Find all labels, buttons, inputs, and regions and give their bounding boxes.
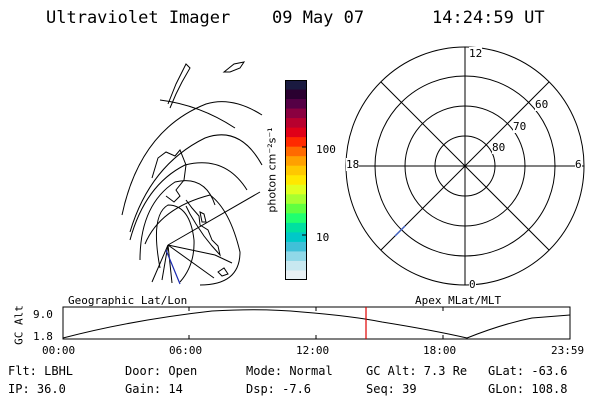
mlt-18-label: 18 bbox=[346, 158, 360, 171]
map-gridlines bbox=[121, 99, 263, 286]
info-ip: IP: 36.0 bbox=[8, 382, 66, 396]
altitude-curve bbox=[62, 309, 571, 339]
info-dsp: Dsp: -7.6 bbox=[246, 382, 312, 396]
alt-plot-xtick-0: 00:00 bbox=[42, 344, 76, 357]
colorbar-stripe bbox=[285, 175, 307, 186]
altitude-plot-ticks bbox=[188, 307, 444, 339]
colorbar-stripe bbox=[285, 203, 307, 214]
colorbar-stripe bbox=[285, 146, 307, 157]
polar-highlight-mark bbox=[394, 225, 406, 237]
alt-plot-xtick-1: 06:00 bbox=[169, 344, 203, 357]
polar-plot-label: Apex MLat/MLT bbox=[415, 294, 502, 307]
colorbar-stripe bbox=[285, 213, 307, 224]
colorbar-stripe bbox=[285, 165, 307, 176]
colorbar-unit-label: photon cm⁻²s⁻¹ bbox=[265, 127, 279, 213]
colorbar-stripe bbox=[285, 184, 307, 195]
info-gain: Gain: 14 bbox=[125, 382, 183, 396]
info-seq: Seq: 39 bbox=[366, 382, 417, 396]
coastlines bbox=[151, 61, 246, 277]
colorbar-tick-100: 100 bbox=[316, 143, 336, 156]
geographic-map-label: Geographic Lat/Lon bbox=[68, 294, 188, 307]
mlt-12-label: 12 bbox=[469, 47, 483, 60]
time-label: 14:24:59 UT bbox=[432, 8, 545, 28]
colorbar-stripe bbox=[285, 127, 307, 138]
instrument-title: Ultraviolet Imager bbox=[46, 8, 231, 28]
altitude-plot bbox=[62, 306, 571, 340]
alt-plot-xtick-3: 18:00 bbox=[423, 344, 457, 357]
colorbar-stripe bbox=[285, 137, 307, 148]
colorbar-frame bbox=[285, 80, 307, 280]
alt-plot-xtick-2: 12:00 bbox=[296, 344, 330, 357]
info-gc-alt: GC Alt: 7.3 Re bbox=[366, 364, 468, 378]
colorbar-stripe bbox=[285, 241, 307, 253]
colorbar-stripe bbox=[285, 194, 307, 205]
mlat-70-label: 70 bbox=[513, 120, 527, 133]
colorbar-stripe bbox=[285, 232, 307, 243]
colorbar-stripe bbox=[285, 156, 307, 167]
alt-plot-xtick-4: 23:59 bbox=[551, 344, 585, 357]
info-filter: Flt: LBHL bbox=[8, 364, 74, 378]
mlt-6-label: 6 bbox=[575, 158, 582, 171]
altitude-plot-frame bbox=[62, 306, 571, 340]
polar-diagonal-2 bbox=[380, 81, 550, 251]
colorbar-stripe bbox=[285, 118, 307, 129]
mlt-0-label: 0 bbox=[469, 278, 476, 291]
info-mode: Mode: Normal bbox=[246, 364, 333, 378]
satellite-track bbox=[165, 249, 181, 285]
colorbar-stripe bbox=[285, 80, 307, 91]
colorbar-stripe bbox=[285, 222, 307, 233]
colorbar-tick-10: 10 bbox=[316, 231, 330, 244]
info-door: Door: Open bbox=[125, 364, 198, 378]
polar-plot bbox=[345, 46, 585, 286]
colorbar-stripe bbox=[285, 89, 307, 100]
colorbar-stripe bbox=[285, 108, 307, 119]
info-glon: GLon: 108.8 bbox=[488, 382, 568, 396]
colorbar-stripe bbox=[285, 251, 307, 262]
colorbar-stripe bbox=[285, 270, 307, 280]
info-glat: GLat: -63.6 bbox=[488, 364, 568, 378]
date-label: 09 May 07 bbox=[272, 8, 365, 28]
colorbar bbox=[285, 80, 307, 280]
alt-plot-ylabel: GC Alt bbox=[12, 305, 26, 345]
colorbar-stripe bbox=[285, 99, 307, 110]
mlat-80-label: 80 bbox=[492, 141, 506, 154]
mlat-60-label: 60 bbox=[535, 98, 549, 111]
alt-plot-y-high: 9.0 bbox=[33, 308, 53, 321]
colorbar-stripe bbox=[285, 260, 307, 272]
alt-plot-y-low: 1.8 bbox=[33, 330, 53, 343]
